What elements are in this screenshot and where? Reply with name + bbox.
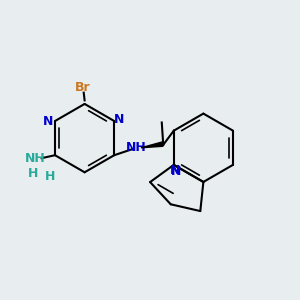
Text: H: H bbox=[45, 169, 56, 182]
Text: Br: Br bbox=[75, 81, 91, 94]
Text: N: N bbox=[114, 113, 125, 126]
Polygon shape bbox=[141, 142, 163, 148]
Text: H: H bbox=[28, 167, 38, 179]
Text: NH: NH bbox=[126, 141, 147, 154]
Text: N: N bbox=[171, 165, 181, 178]
Text: NH: NH bbox=[25, 152, 46, 165]
Text: N: N bbox=[170, 164, 181, 177]
Text: N: N bbox=[43, 115, 54, 128]
